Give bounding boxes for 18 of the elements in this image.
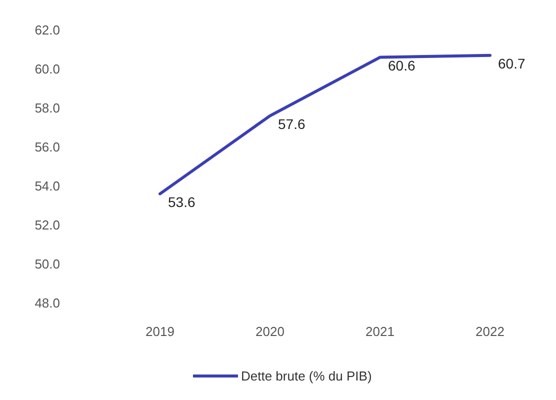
y-tick-label: 50.0 xyxy=(34,256,60,272)
x-tick-label: 2022 xyxy=(476,324,504,339)
legend-label: Dette brute (% du PIB) xyxy=(241,368,372,384)
data-label: 60.6 xyxy=(388,57,416,74)
x-tick-label: 2020 xyxy=(256,324,284,339)
x-tick-label: 2021 xyxy=(366,324,394,339)
y-tick-label: 54.0 xyxy=(34,178,60,194)
data-label: 57.6 xyxy=(278,116,306,132)
y-tick-label: 56.0 xyxy=(34,140,60,155)
y-tick-label: 58.0 xyxy=(34,100,60,116)
y-tick-label: 48.0 xyxy=(34,296,60,311)
y-tick-label: 60.0 xyxy=(34,62,60,77)
line-series xyxy=(158,54,492,196)
y-tick-label: 62.0 xyxy=(34,22,60,38)
y-tick-label: 52.0 xyxy=(34,218,60,233)
data-label: 53.6 xyxy=(168,194,196,210)
x-tick-label: 2019 xyxy=(146,324,174,339)
data-label: 60.7 xyxy=(498,55,526,72)
